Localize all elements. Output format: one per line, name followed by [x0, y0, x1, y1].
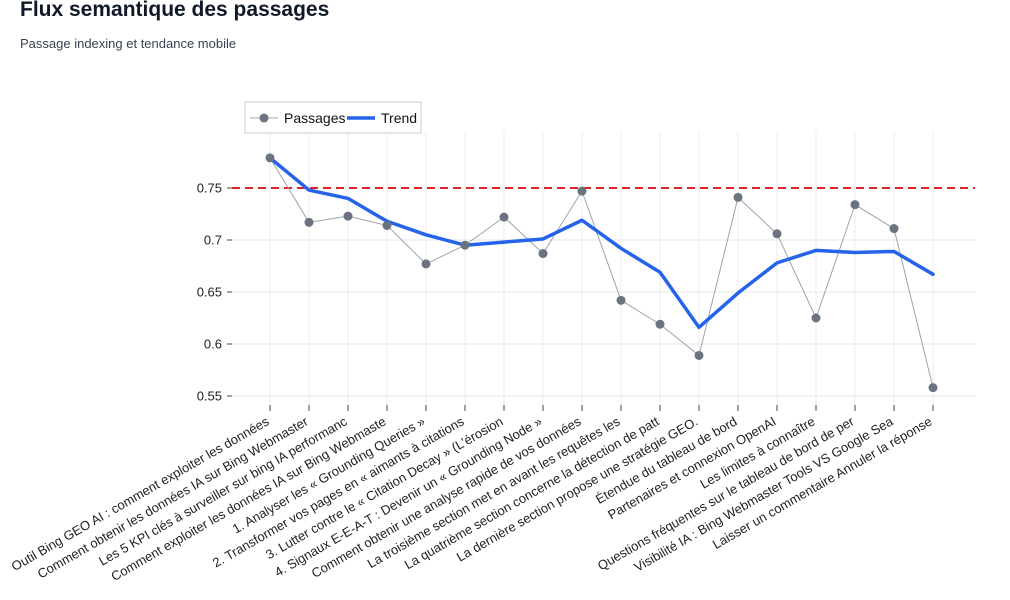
data-point-passages [772, 229, 782, 239]
y-tick-label: 0.75 [197, 181, 222, 196]
y-tick-label: 0.6 [204, 337, 222, 352]
data-point-passages [460, 240, 470, 250]
data-point-passages [304, 217, 314, 227]
data-point-passages [577, 186, 587, 196]
y-tick-label: 0.7 [204, 233, 222, 248]
data-point-passages [811, 313, 821, 323]
page-subtitle: Passage indexing et tendance mobile [20, 36, 237, 51]
data-point-passages [421, 259, 431, 269]
data-point-passages [655, 319, 665, 329]
data-point-passages [265, 153, 275, 163]
y-tick-label: 0.65 [197, 285, 222, 300]
series-line-trend [268, 156, 935, 330]
data-point-passages [343, 211, 353, 221]
data-point-passages [850, 200, 860, 210]
legend-swatch-passages-marker [259, 113, 269, 123]
data-point-passages [733, 192, 743, 202]
data-point-passages [382, 220, 392, 230]
data-point-passages [889, 224, 899, 234]
series-line-passages [269, 157, 934, 388]
data-point-passages [538, 249, 548, 259]
data-point-passages [928, 383, 938, 393]
legend-label-trend: Trend [381, 110, 417, 126]
data-point-passages [694, 350, 704, 360]
legend-label-passages: Passages [284, 110, 345, 126]
data-point-passages [499, 212, 509, 222]
data-point-passages [616, 295, 626, 305]
y-tick-label: 0.55 [197, 389, 222, 404]
page-title: Flux semantique des passages [20, 0, 330, 21]
